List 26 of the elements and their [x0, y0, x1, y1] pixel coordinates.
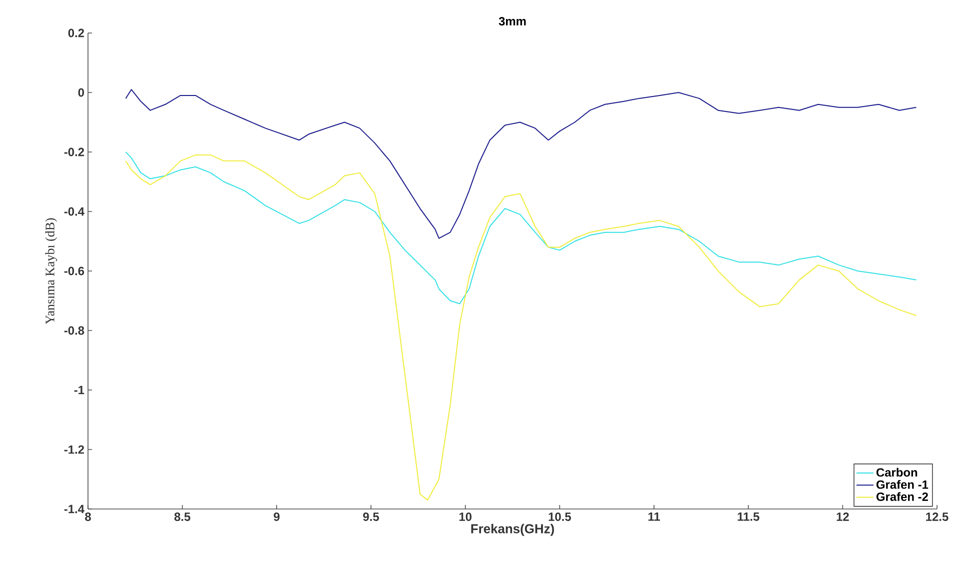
chart-title: 3mm — [498, 17, 526, 26]
y-tick-label: -0.4 — [64, 207, 84, 216]
x-tick-label: 11.5 — [738, 512, 760, 521]
legend-label: Carbon — [876, 468, 918, 477]
x-tick-label: 12.5 — [926, 512, 948, 521]
x-tick-label: 10.5 — [548, 512, 571, 521]
x-axis-title: Frekans(GHz) — [471, 524, 554, 536]
x-tick-label: 12 — [836, 512, 849, 521]
legend-label: Grafen -2 — [876, 492, 928, 501]
legend-label: Grafen -1 — [876, 480, 928, 489]
y-axis-title: Yansıma Kaybı (dB) — [45, 218, 58, 324]
x-tick-label: 8.5 — [174, 512, 190, 521]
y-tick-label: -0.6 — [64, 266, 84, 276]
x-tick-label: 11 — [648, 512, 660, 521]
y-tick-label: -0.8 — [64, 326, 84, 335]
x-tick-label: 9.5 — [363, 512, 379, 521]
y-tick-label: -1.4 — [64, 504, 84, 514]
y-tick-label: -1 — [74, 386, 84, 394]
y-tick-label: 0.2 — [68, 28, 84, 38]
y-tick-label: 0 — [78, 88, 84, 97]
y-tick-label: -0.2 — [64, 148, 84, 156]
x-tick-label: 8 — [85, 512, 91, 521]
y-tick-label: -1.2 — [64, 445, 84, 454]
x-tick-label: 10 — [459, 512, 472, 521]
line-series — [125, 154, 917, 501]
x-tick-label: 9 — [274, 512, 280, 521]
